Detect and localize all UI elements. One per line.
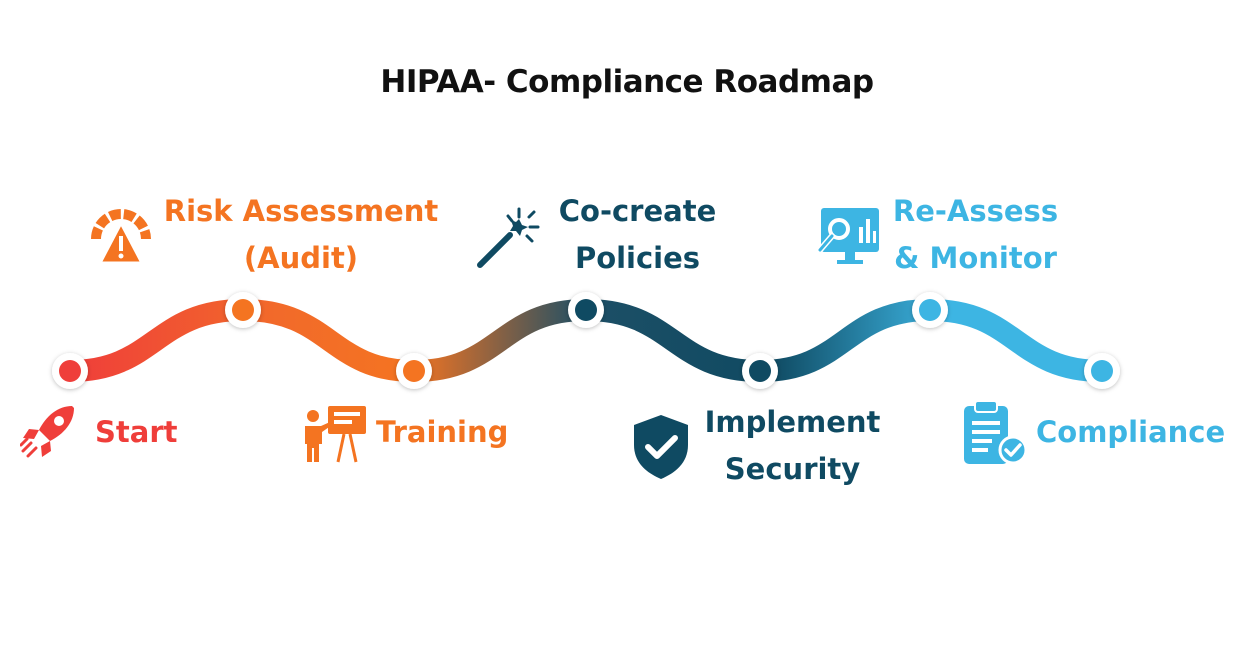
milestone-dot-security <box>749 360 771 382</box>
step-reassess-label-1: Re-Assess <box>892 194 1059 228</box>
step-reassess: Re-Assess & Monitor <box>878 188 1073 282</box>
step-security-label-1: Implement <box>704 405 881 439</box>
step-compliance-label: Compliance <box>1036 415 1226 449</box>
step-risk: Risk Assessment (Audit) <box>162 188 440 282</box>
step-policies: Co-create Policies <box>540 188 735 282</box>
shield-check-icon <box>634 415 688 479</box>
step-risk-label-1: Risk Assessment <box>163 194 439 228</box>
step-policies-label-1: Co-create <box>558 194 717 228</box>
milestone-dot-training <box>403 360 425 382</box>
page-title: HIPAA- Compliance Roadmap <box>380 64 874 100</box>
step-start-label: Start <box>95 415 178 449</box>
milestone-dot-compliance <box>1091 360 1113 382</box>
rocket-icon <box>20 406 74 458</box>
milestone-dot-reassess <box>919 299 941 321</box>
step-start: Start <box>95 409 177 456</box>
step-policies-label-2: Policies <box>574 241 701 275</box>
magic-wand-icon <box>477 207 540 268</box>
step-training-label: Training <box>376 415 509 449</box>
step-training: Training <box>376 409 508 456</box>
milestone-dot-start <box>59 360 81 382</box>
step-security: Implement Security <box>695 399 890 493</box>
presenter-icon <box>305 406 366 463</box>
clipboard-check-icon <box>964 400 1028 465</box>
milestone-dot-risk <box>232 299 254 321</box>
step-reassess-label-2: & Monitor <box>894 241 1057 275</box>
step-compliance: Compliance <box>1036 409 1225 456</box>
step-risk-label-2: (Audit) <box>243 241 359 275</box>
step-security-label-2: Security <box>724 452 861 486</box>
milestone-dot-policies <box>575 299 597 321</box>
monitor-search-icon <box>817 208 879 264</box>
gauge-alert-icon <box>91 209 151 265</box>
